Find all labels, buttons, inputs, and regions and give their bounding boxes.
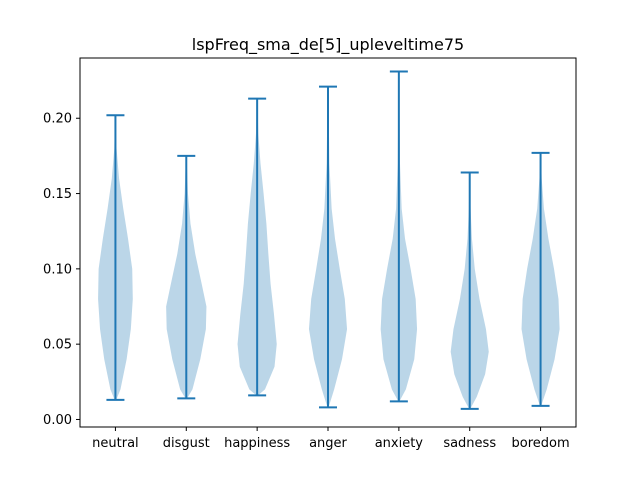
x-tick-label-anxiety: anxiety (375, 436, 424, 451)
x-tick-label-anger: anger (309, 436, 347, 451)
y-tick-label: 0.20 (43, 112, 72, 127)
violin-sadness (450, 171, 489, 410)
violin-neutral (98, 114, 133, 401)
y-tick-label: 0.00 (43, 413, 72, 428)
y-tick-label: 0.10 (43, 262, 72, 277)
x-tick-label-boredom: boredom (512, 436, 570, 451)
violin-happiness (237, 97, 277, 397)
x-axis: neutral disgust happiness anger anxiety sadne… (92, 427, 570, 451)
x-tick-label-disgust: disgust (163, 436, 210, 451)
x-tick-label-neutral: neutral (92, 436, 139, 451)
violin-anxiety (380, 70, 418, 403)
violins-layer (98, 70, 560, 410)
y-tick-label: 0.15 (43, 187, 72, 202)
x-tick-label-happiness: happiness (224, 436, 290, 451)
x-tick-label-sadness: sadness (443, 436, 496, 451)
y-axis: 0.00 0.05 0.10 0.15 0.20 (43, 112, 80, 428)
y-tick-label: 0.05 (43, 338, 72, 353)
violin-boredom (521, 151, 560, 407)
violin-disgust (166, 154, 207, 400)
violin-anger (308, 85, 348, 409)
chart-title: lspFreq_sma_de[5]_upleveltime75 (192, 35, 464, 55)
plot-frame (79, 57, 577, 428)
